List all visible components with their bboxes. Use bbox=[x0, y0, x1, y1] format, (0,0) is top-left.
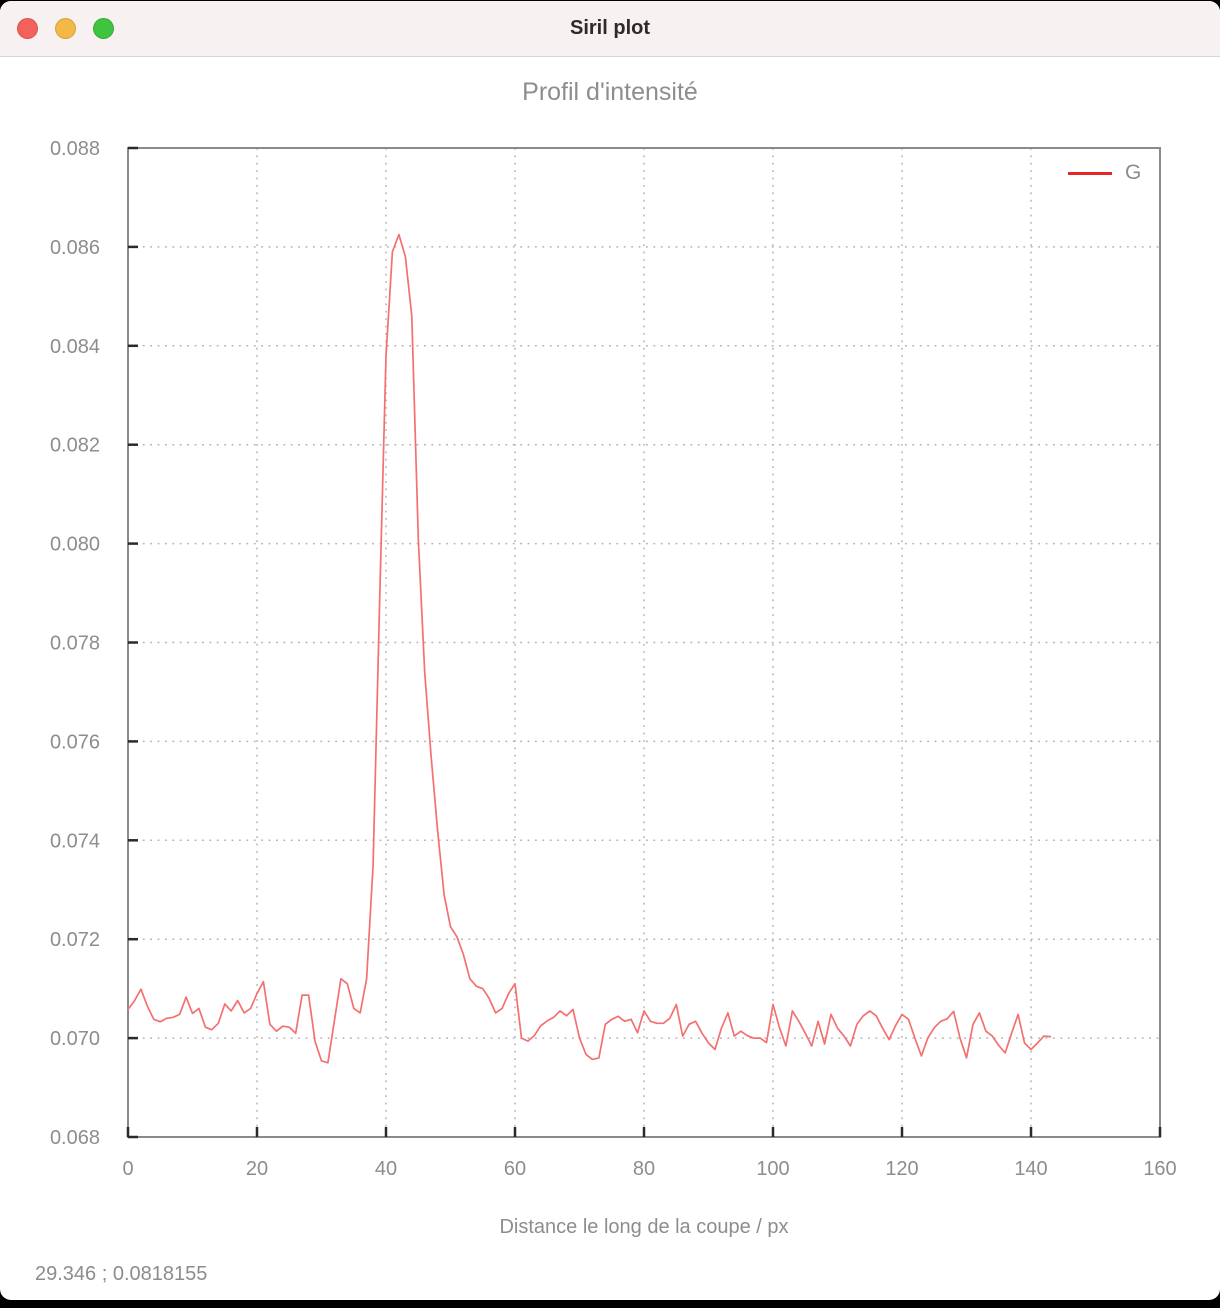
svg-text:0.068: 0.068 bbox=[50, 1127, 100, 1149]
zoom-button[interactable] bbox=[93, 18, 114, 39]
svg-text:120: 120 bbox=[885, 1158, 918, 1180]
svg-text:80: 80 bbox=[633, 1158, 655, 1180]
svg-text:0.078: 0.078 bbox=[50, 633, 100, 655]
cursor-coordinates: 29.346 ; 0.0818155 bbox=[35, 1263, 208, 1285]
svg-text:0.082: 0.082 bbox=[50, 435, 100, 457]
legend: G bbox=[1068, 161, 1141, 185]
titlebar: Siril plot bbox=[0, 1, 1220, 57]
svg-text:40: 40 bbox=[375, 1158, 397, 1180]
window-title: Siril plot bbox=[570, 17, 650, 39]
window-controls bbox=[17, 18, 114, 39]
svg-text:20: 20 bbox=[246, 1158, 268, 1180]
svg-text:0.080: 0.080 bbox=[50, 534, 100, 556]
svg-text:0.076: 0.076 bbox=[50, 731, 100, 753]
plot-title: Profil d'intensité bbox=[522, 78, 698, 106]
svg-text:0: 0 bbox=[122, 1158, 133, 1180]
svg-text:140: 140 bbox=[1014, 1158, 1047, 1180]
legend-label: G bbox=[1125, 161, 1142, 184]
legend-line-swatch bbox=[1068, 171, 1112, 175]
svg-text:160: 160 bbox=[1143, 1158, 1176, 1180]
svg-text:0.084: 0.084 bbox=[50, 336, 100, 358]
close-button[interactable] bbox=[17, 18, 38, 39]
svg-text:60: 60 bbox=[504, 1158, 526, 1180]
svg-text:0.070: 0.070 bbox=[50, 1028, 100, 1050]
intensity-profile-chart[interactable]: 0 20 40 60 80 100 120 140 160 0.068 0.070 0.072 0.07… bbox=[0, 1, 1220, 1251]
svg-text:0.072: 0.072 bbox=[50, 929, 100, 951]
svg-text:0.088: 0.088 bbox=[50, 138, 100, 160]
x-axis-label: Distance le long de la coupe / px bbox=[499, 1216, 789, 1238]
svg-text:0.074: 0.074 bbox=[50, 830, 100, 852]
minimize-button[interactable] bbox=[55, 18, 76, 39]
svg-text:0.086: 0.086 bbox=[50, 237, 100, 259]
svg-text:100: 100 bbox=[756, 1158, 789, 1180]
